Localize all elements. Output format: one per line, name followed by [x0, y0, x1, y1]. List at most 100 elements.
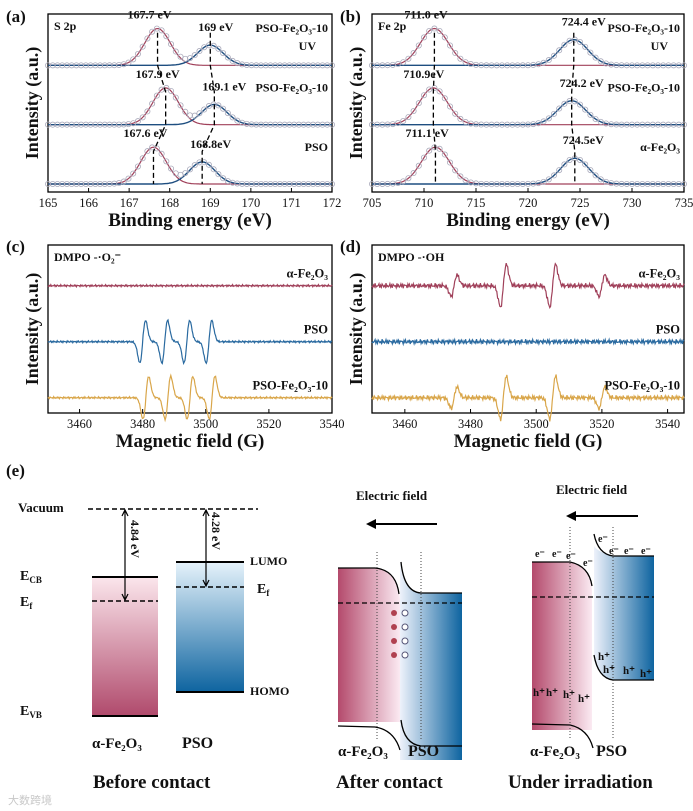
data-point: [224, 110, 231, 117]
data-point: [168, 41, 175, 48]
data-point: [267, 62, 274, 69]
data-point: [182, 55, 189, 62]
series-label: α-Fe₂O₃: [286, 267, 328, 281]
data-point: [561, 41, 568, 48]
arrow-head-icon: [566, 511, 576, 521]
data-point: [462, 59, 469, 66]
data-point: [410, 170, 417, 177]
data-point: [153, 92, 160, 99]
pso-label-irradiation: PSO: [596, 743, 627, 760]
data-point: [597, 176, 604, 183]
data-point: [272, 121, 279, 128]
data-point: [597, 118, 604, 125]
peak-label: 711.0 eV: [404, 8, 448, 22]
data-point: [681, 180, 688, 187]
data-point: [545, 57, 552, 64]
svg-text:e⁻: e⁻: [598, 534, 608, 545]
data-point: [394, 120, 401, 127]
peak-label: 724.2 eV: [560, 76, 604, 90]
data-point: [577, 156, 584, 163]
data-point: [78, 180, 85, 187]
data-point: [163, 33, 170, 40]
x-tick-label: 3480: [458, 417, 483, 431]
arrow-head-icon: [366, 519, 376, 529]
data-point: [545, 176, 552, 183]
x-tick-label: 730: [623, 196, 642, 210]
data-point: [134, 163, 141, 170]
data-point: [73, 121, 80, 128]
data-point: [149, 100, 156, 107]
x-tick-label: 725: [571, 196, 590, 210]
data-point: [196, 48, 203, 55]
data-point: [186, 55, 193, 62]
x-tick-label: 171: [282, 196, 301, 210]
chart-b: (b) 705 710 715 720 725 730 735 Binding energy (…: [340, 7, 693, 231]
data-point: [286, 180, 293, 187]
x-tick-label: 168: [160, 196, 179, 210]
data-point: [111, 62, 118, 69]
data-point: [551, 172, 558, 179]
x-tick-label: 3460: [67, 417, 92, 431]
pso-label: PSO: [182, 735, 213, 752]
data-point: [441, 151, 448, 158]
data-point: [125, 175, 132, 182]
homo-label: HOMO: [250, 684, 289, 698]
chart-c: (c) 3460 3480 3500 3520 3540 Magnetic field (G…: [6, 237, 345, 452]
data-point: [248, 121, 255, 128]
svg-text:e⁻: e⁻: [535, 549, 545, 560]
caption-before-contact: Before contact: [93, 772, 211, 793]
series-label-condition: UV: [299, 39, 317, 53]
data-point: [106, 180, 113, 187]
data-point: [101, 121, 108, 128]
data-point: [535, 120, 542, 127]
y-axis-label: Intensity (a.u.): [22, 273, 43, 386]
data-point: [426, 27, 433, 34]
data-point: [78, 121, 85, 128]
data-point: [592, 172, 599, 179]
ecb-label: ECB: [20, 569, 42, 585]
x-tick-label: 165: [39, 196, 58, 210]
data-point: [452, 110, 459, 117]
data-point: [92, 62, 99, 69]
data-point: [257, 62, 264, 69]
data-point: [267, 121, 274, 128]
peak-shift-guide: [201, 32, 215, 184]
data-point: [220, 105, 227, 112]
data-point: [111, 121, 118, 128]
x-tick-label: 169: [201, 196, 220, 210]
data-point: [54, 180, 61, 187]
x-tick-label: 3460: [392, 417, 417, 431]
data-point: [540, 178, 547, 185]
data-point: [582, 106, 589, 113]
data-point: [592, 54, 599, 61]
data-point: [73, 180, 80, 187]
data-point: [191, 162, 198, 169]
data-point: [248, 62, 255, 69]
data-point: [172, 48, 179, 55]
data-point: [462, 177, 469, 184]
peak-label: 724.4 eV: [562, 15, 606, 29]
panel-label: (d): [340, 237, 361, 256]
data-point: [556, 105, 563, 112]
data-point: [286, 121, 293, 128]
series-label: α-Fe₂O₃: [640, 140, 680, 154]
data-point: [120, 121, 127, 128]
data-point: [457, 55, 464, 62]
fit-peak-2: [48, 103, 332, 126]
data-point: [405, 55, 412, 62]
peak-shift-guide: [152, 32, 167, 184]
peak-label: 167.7 eV: [128, 8, 172, 22]
data-point: [394, 179, 401, 186]
data-point: [291, 62, 298, 69]
data-point: [295, 180, 302, 187]
esr-spectrum: [47, 373, 333, 423]
data-point: [253, 62, 260, 69]
data-point: [561, 161, 568, 168]
data-point: [253, 121, 260, 128]
data-point: [400, 59, 407, 66]
data-point: [78, 62, 85, 69]
data-point: [681, 121, 688, 128]
data-point: [101, 62, 108, 69]
data-point: [229, 114, 236, 121]
